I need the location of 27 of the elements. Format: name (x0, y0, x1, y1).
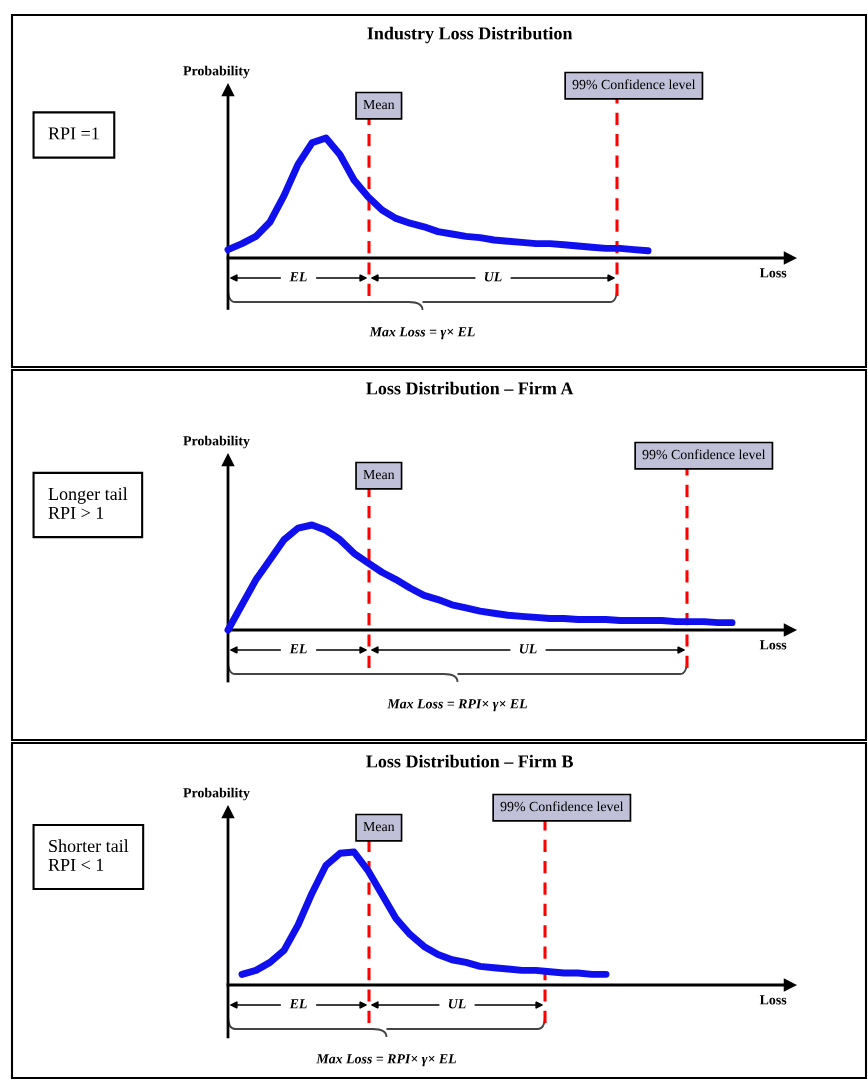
text: UL (448, 999, 466, 1009)
text: Max Loss = γ× EL (369, 327, 475, 340)
text: 99% Confidence level (572, 79, 696, 90)
chart-title: Industry Loss Distribution (367, 26, 573, 44)
chart-title: Loss Distribution – Firm A (366, 381, 574, 395)
text: Mean (363, 99, 395, 110)
text: 99% Confidence level (500, 801, 624, 812)
text: Mean (363, 469, 395, 480)
y-axis-title: Probability (183, 787, 250, 801)
text: EL (289, 999, 307, 1009)
y-axis-title: Probability (183, 435, 250, 449)
x-axis-title: Loss (759, 268, 787, 278)
text: RPI =1 (48, 127, 99, 140)
x-axis-title: Loss (759, 995, 787, 1005)
text: Max Loss = RPI× γ× EL (387, 699, 527, 712)
text: 99% Confidence level (642, 449, 766, 460)
text: EL (289, 644, 307, 654)
text: Longer tail RPI > 1 (48, 487, 128, 519)
text: EL (289, 272, 307, 282)
text: UL (519, 644, 537, 654)
chart-title: Loss Distribution – Firm B (366, 754, 573, 768)
text: Shorter tail RPI < 1 (48, 839, 129, 871)
y-axis-title: Probability (183, 65, 250, 79)
text: UL (484, 272, 502, 282)
text: Mean (363, 821, 395, 832)
text: Max Loss = RPI× γ× EL (316, 1054, 456, 1067)
x-axis-title: Loss (759, 640, 787, 650)
